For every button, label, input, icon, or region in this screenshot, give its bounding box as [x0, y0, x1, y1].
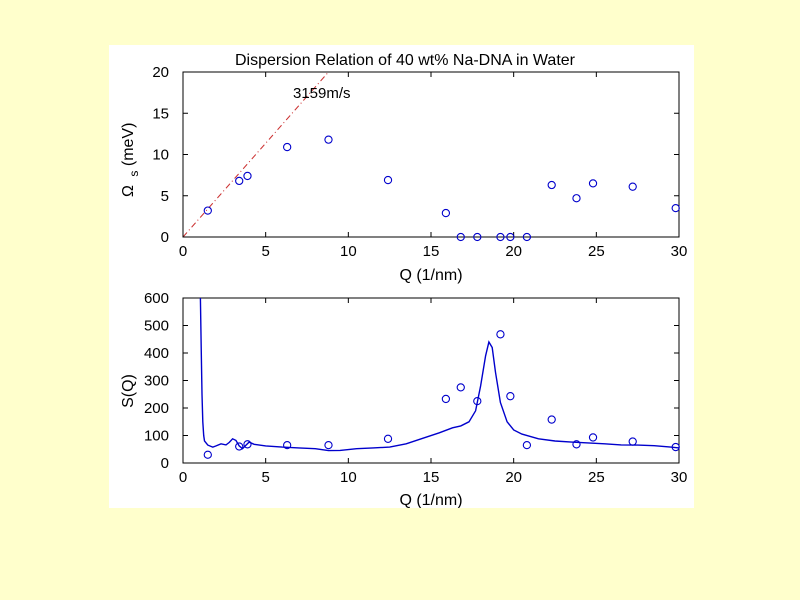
- data-point: [572, 194, 581, 203]
- fit-line-group: [182, 71, 329, 238]
- data-point: [628, 182, 637, 191]
- sq-line-group: [199, 297, 680, 452]
- data-point: [671, 203, 680, 213]
- data-point: [324, 135, 333, 144]
- bottom-x-axis-label: Q (1/nm): [399, 492, 462, 508]
- top-points: [203, 135, 680, 242]
- y-tick-label: 10: [152, 147, 169, 164]
- y-tick-label: 300: [144, 373, 169, 390]
- bottom-y-axis-label: S(Q): [120, 374, 137, 408]
- data-point: [324, 440, 333, 450]
- data-point: [588, 179, 598, 188]
- data-point: [243, 171, 252, 181]
- top-plot-frame: [182, 71, 680, 238]
- y-tick-label: 0: [161, 229, 169, 246]
- structure-factor-chart: 0 5 10 15 20 25 30 0 100 200 300 400 500 600 Q (1/nm…: [120, 290, 687, 508]
- data-point: [588, 433, 598, 442]
- top-y-ticks: 0 5 10 15 20: [152, 64, 679, 246]
- data-point: [441, 208, 451, 218]
- x-tick-label: 0: [179, 469, 187, 486]
- top-x-axis-label: Q (1/nm): [399, 267, 462, 284]
- x-tick-label: 30: [671, 243, 688, 260]
- chart-title: Dispersion Relation of 40 wt% Na-DNA in …: [235, 52, 576, 69]
- y-label-subscript: s: [127, 171, 141, 177]
- top-y-axis-label: Ω s (meV): [120, 123, 142, 197]
- data-point: [547, 415, 556, 424]
- x-tick-label: 15: [423, 243, 440, 260]
- data-point: [473, 396, 482, 406]
- y-tick-label: 200: [144, 400, 169, 417]
- fit-line-label: 3159m/s: [293, 85, 351, 102]
- bottom-x-ticks: 0 5 10 15 20 25 30: [179, 298, 688, 486]
- data-point: [572, 440, 581, 449]
- data-point: [235, 442, 244, 451]
- x-tick-label: 5: [261, 469, 269, 486]
- fit-line: [182, 71, 329, 238]
- data-point: [203, 450, 212, 459]
- bottom-points: [203, 330, 680, 459]
- data-point: [671, 442, 680, 452]
- y-label-omega: Ω: [120, 185, 137, 197]
- x-tick-label: 10: [340, 469, 357, 486]
- data-point: [506, 232, 515, 242]
- data-point: [522, 232, 532, 242]
- data-point: [496, 232, 505, 242]
- y-tick-label: 0: [161, 455, 169, 472]
- x-tick-label: 25: [588, 243, 605, 260]
- charts-svg: Dispersion Relation of 40 wt% Na-DNA in …: [120, 52, 687, 508]
- data-point: [628, 437, 637, 446]
- data-point: [203, 206, 212, 215]
- data-point: [383, 434, 393, 443]
- y-tick-label: 100: [144, 428, 169, 445]
- x-tick-label: 5: [261, 243, 269, 260]
- data-point: [547, 180, 556, 190]
- data-point: [441, 394, 451, 404]
- y-tick-label: 15: [152, 105, 169, 122]
- data-point: [522, 440, 532, 450]
- x-tick-label: 20: [505, 243, 522, 260]
- data-point: [506, 392, 515, 401]
- data-point: [243, 440, 252, 449]
- data-point: [283, 142, 292, 152]
- data-point: [496, 330, 505, 339]
- x-tick-label: 15: [423, 469, 440, 486]
- x-tick-label: 20: [505, 469, 522, 486]
- data-point: [456, 383, 465, 392]
- y-tick-label: 5: [161, 188, 169, 205]
- sq-line: [199, 297, 680, 452]
- x-tick-label: 25: [588, 469, 605, 486]
- data-point: [473, 232, 482, 242]
- bottom-y-ticks: 0 100 200 300 400 500 600: [144, 290, 679, 472]
- y-tick-label: 600: [144, 290, 169, 307]
- y-tick-label: 20: [152, 64, 169, 81]
- bottom-plot-frame: [182, 297, 680, 464]
- x-tick-label: 30: [671, 469, 688, 486]
- x-tick-label: 0: [179, 243, 187, 260]
- data-point: [283, 440, 292, 450]
- figure-panel: Dispersion Relation of 40 wt% Na-DNA in …: [109, 45, 694, 508]
- data-point: [456, 232, 465, 242]
- y-tick-label: 500: [144, 318, 169, 335]
- y-tick-label: 400: [144, 345, 169, 362]
- dispersion-chart: Dispersion Relation of 40 wt% Na-DNA in …: [120, 52, 687, 284]
- top-x-ticks: 0 5 10 15 20 25 30: [179, 72, 688, 260]
- data-point: [235, 176, 244, 186]
- x-tick-label: 10: [340, 243, 357, 260]
- data-point: [383, 175, 393, 185]
- y-label-unit: (meV): [120, 123, 137, 167]
